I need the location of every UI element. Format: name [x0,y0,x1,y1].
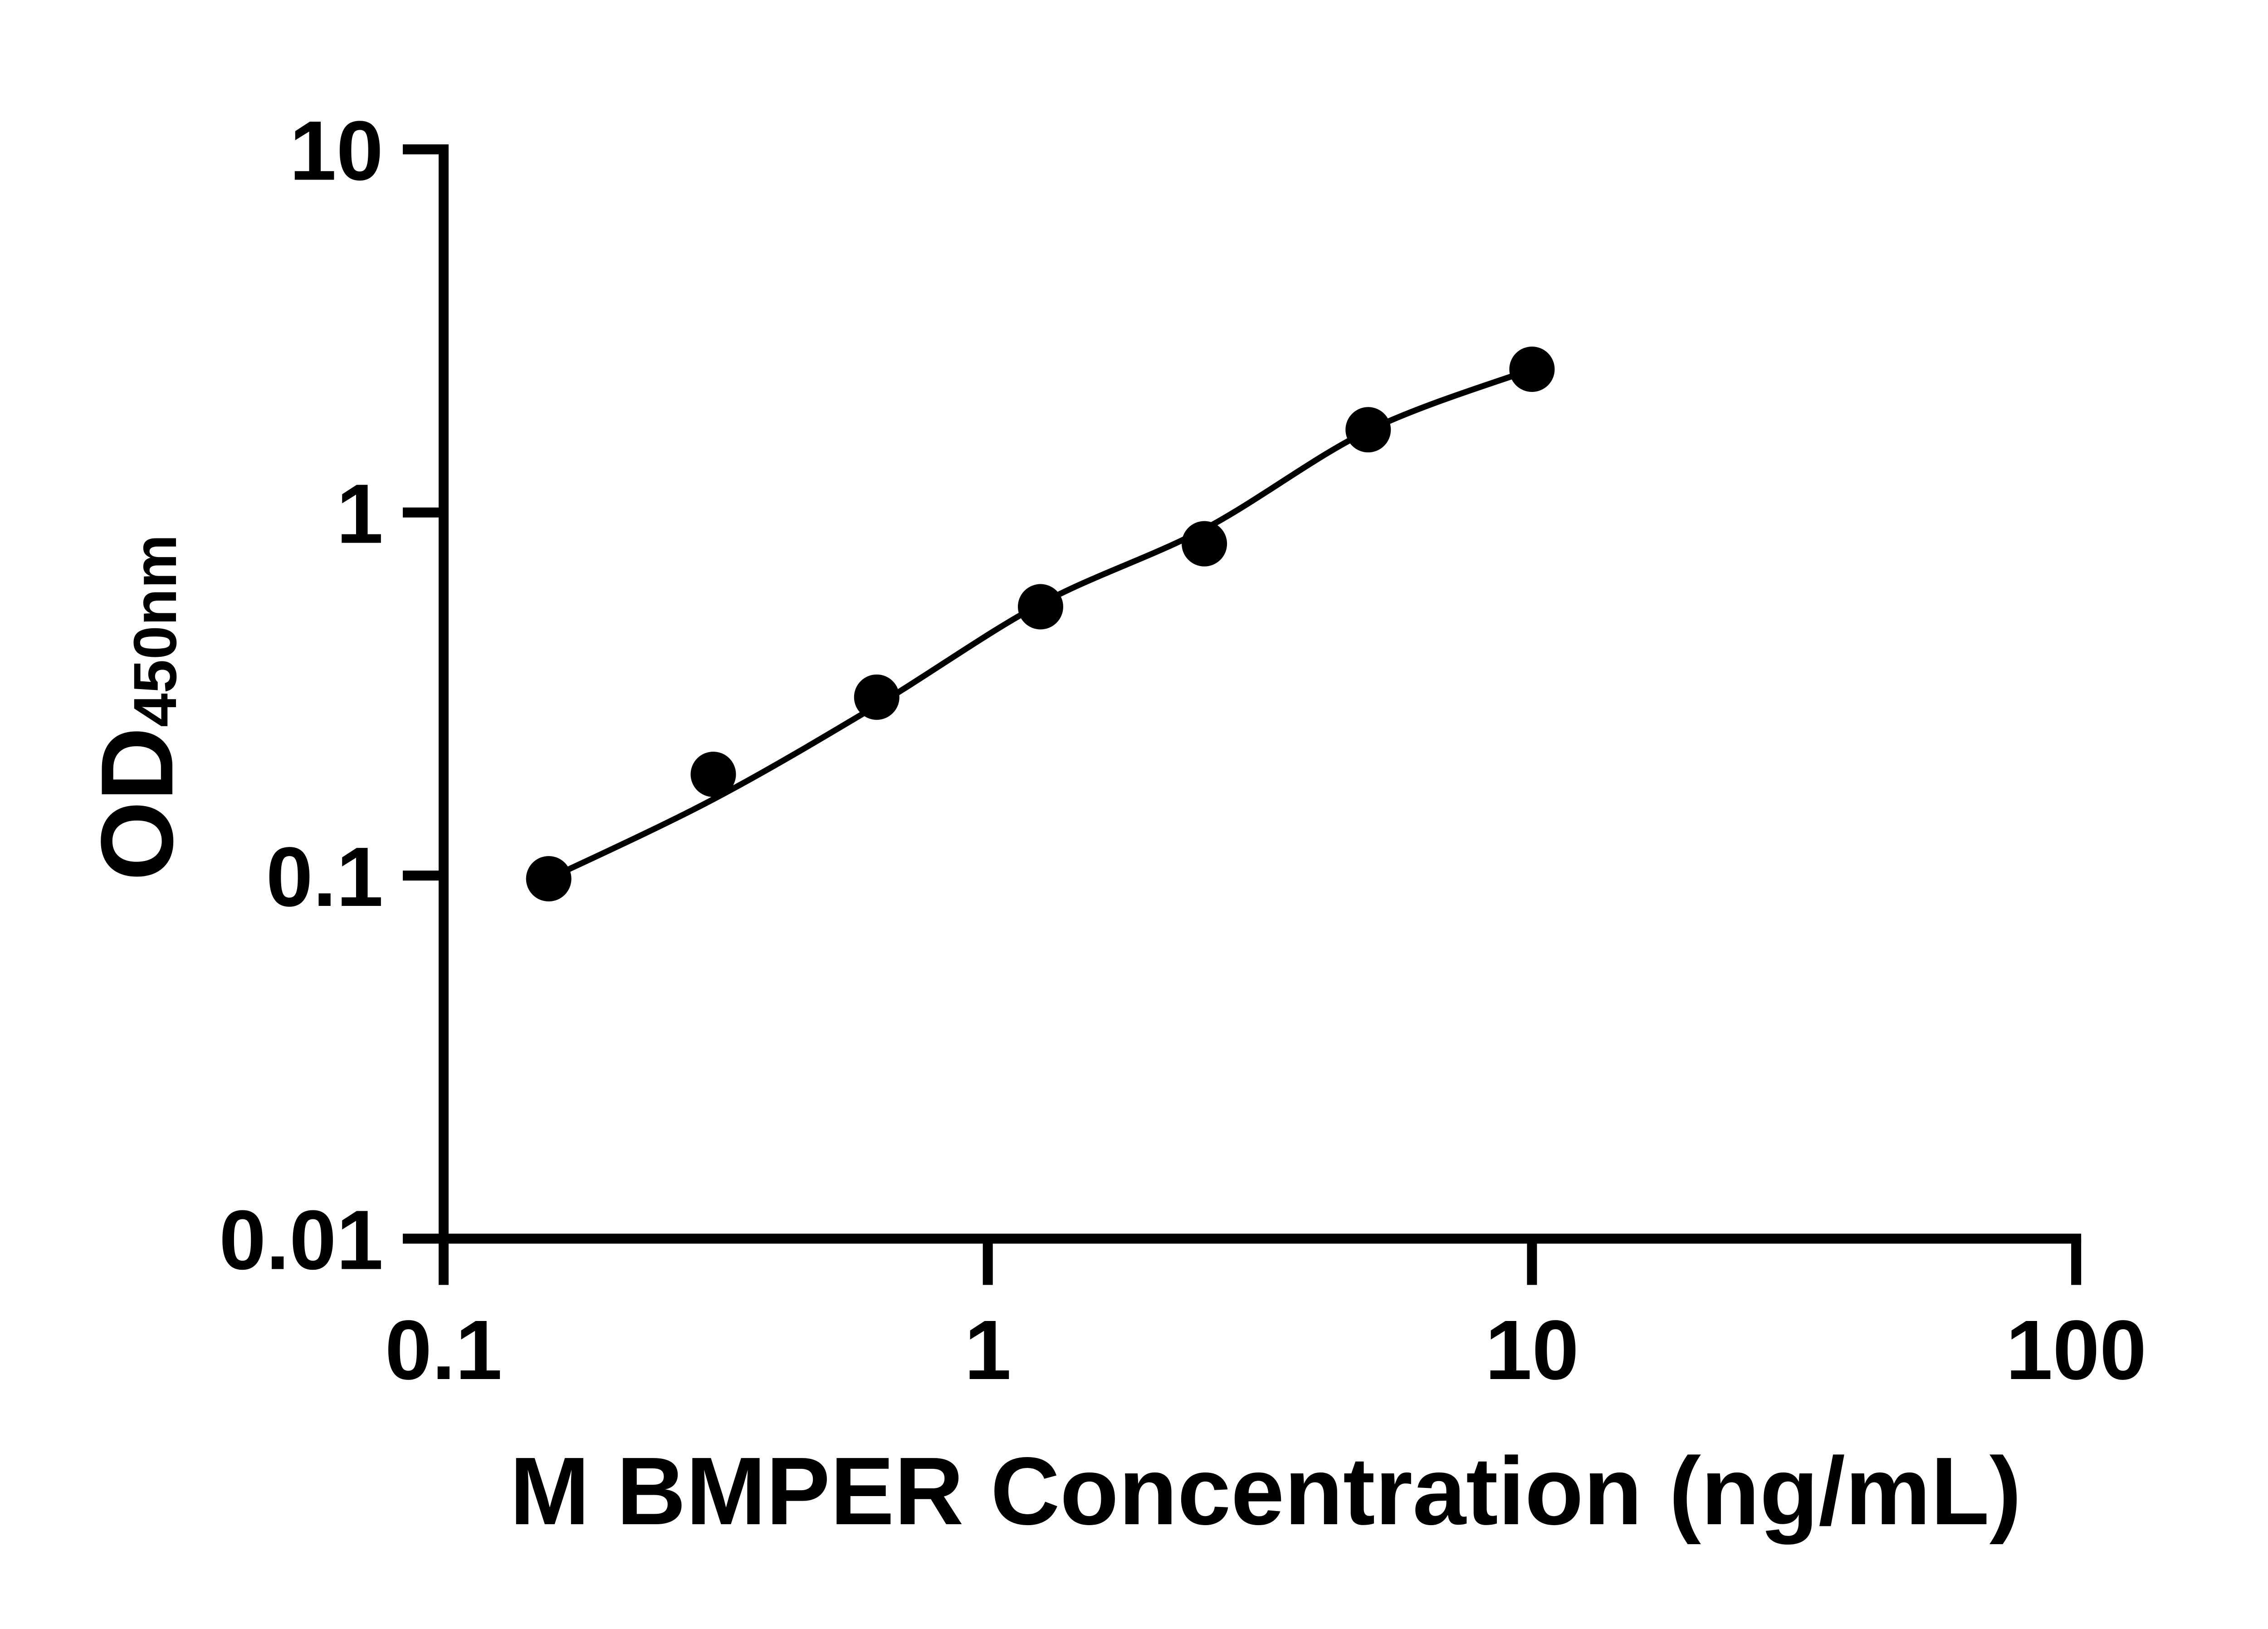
x-tick-label: 1 [964,1303,1011,1397]
y-tick-label: 0.01 [219,1193,383,1287]
y-tick-label: 1 [337,467,383,561]
data-point [1017,584,1063,630]
data-point [1345,407,1391,453]
axes [439,145,2082,1244]
data-points-layer [526,346,1555,902]
axis-ticks [403,144,2082,1285]
data-point [1182,521,1227,567]
x-tick-label: 100 [2006,1303,2146,1397]
data-point [1509,346,1555,392]
y-tick-label: 0.1 [266,830,383,924]
y-axis-title: OD450nm [79,534,194,881]
x-tick-label: 0.1 [385,1303,503,1397]
x-axis-title: M BMPER Concentration (ng/mL) [510,1437,2022,1545]
data-point [526,856,572,902]
x-tick-label: 10 [1485,1303,1579,1397]
y-axis-title-main: OD [79,727,194,881]
y-axis-title-subscript: 450nm [122,534,189,727]
data-point [854,674,899,720]
data-point [690,751,736,797]
y-tick-label: 10 [289,104,383,198]
